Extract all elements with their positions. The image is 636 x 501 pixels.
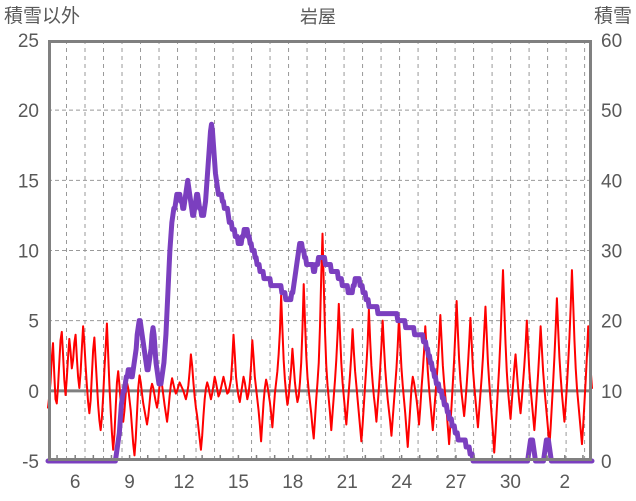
ytick-label-right: 60 bbox=[601, 31, 622, 52]
xtick-label: 9 bbox=[124, 472, 135, 493]
xtick-label: 2 bbox=[560, 472, 571, 493]
ytick-label-right: 10 bbox=[601, 382, 622, 403]
ytick-label-right: 50 bbox=[601, 101, 622, 122]
ytick-label-left: 20 bbox=[18, 101, 39, 122]
ytick-label-left: 5 bbox=[28, 312, 39, 333]
series-line-other bbox=[47, 232, 593, 457]
right-axis-title: 積雪 bbox=[593, 6, 632, 27]
xtick-label: 18 bbox=[282, 472, 303, 493]
ytick-label-right: 30 bbox=[601, 242, 622, 263]
axis-ticks bbox=[56, 455, 584, 460]
plot-frame bbox=[48, 40, 592, 461]
plot-border bbox=[48, 40, 592, 461]
ytick-label-right: 20 bbox=[601, 312, 622, 333]
xtick-label: 27 bbox=[445, 472, 466, 493]
xtick-label: 30 bbox=[500, 472, 521, 493]
xtick-label: 6 bbox=[70, 472, 81, 493]
ytick-label-right: 0 bbox=[601, 452, 612, 473]
ytick-label-left: 15 bbox=[18, 171, 39, 192]
xtick-label: 24 bbox=[391, 472, 413, 493]
ytick-label-left: 10 bbox=[18, 242, 39, 263]
ytick-label-left: 25 bbox=[18, 31, 39, 52]
ytick-label-left: -5 bbox=[22, 452, 39, 473]
xtick-label: 12 bbox=[173, 472, 194, 493]
gridlines bbox=[48, 40, 592, 461]
xtick-label: 21 bbox=[337, 472, 358, 493]
axis-tick-labels: -5 0 5 10 15 20 25 0 10 20 30 40 50 60 6 9 12 15 18 21 24 27 3… bbox=[18, 31, 622, 493]
left-axis-title: 積雪以外 bbox=[4, 6, 81, 27]
page-title: 岩屋 bbox=[300, 7, 336, 27]
xtick-label: 15 bbox=[228, 472, 249, 493]
data-series-layer bbox=[45, 121, 595, 464]
ytick-label-left: 0 bbox=[28, 382, 39, 403]
ytick-label-right: 40 bbox=[601, 171, 622, 192]
